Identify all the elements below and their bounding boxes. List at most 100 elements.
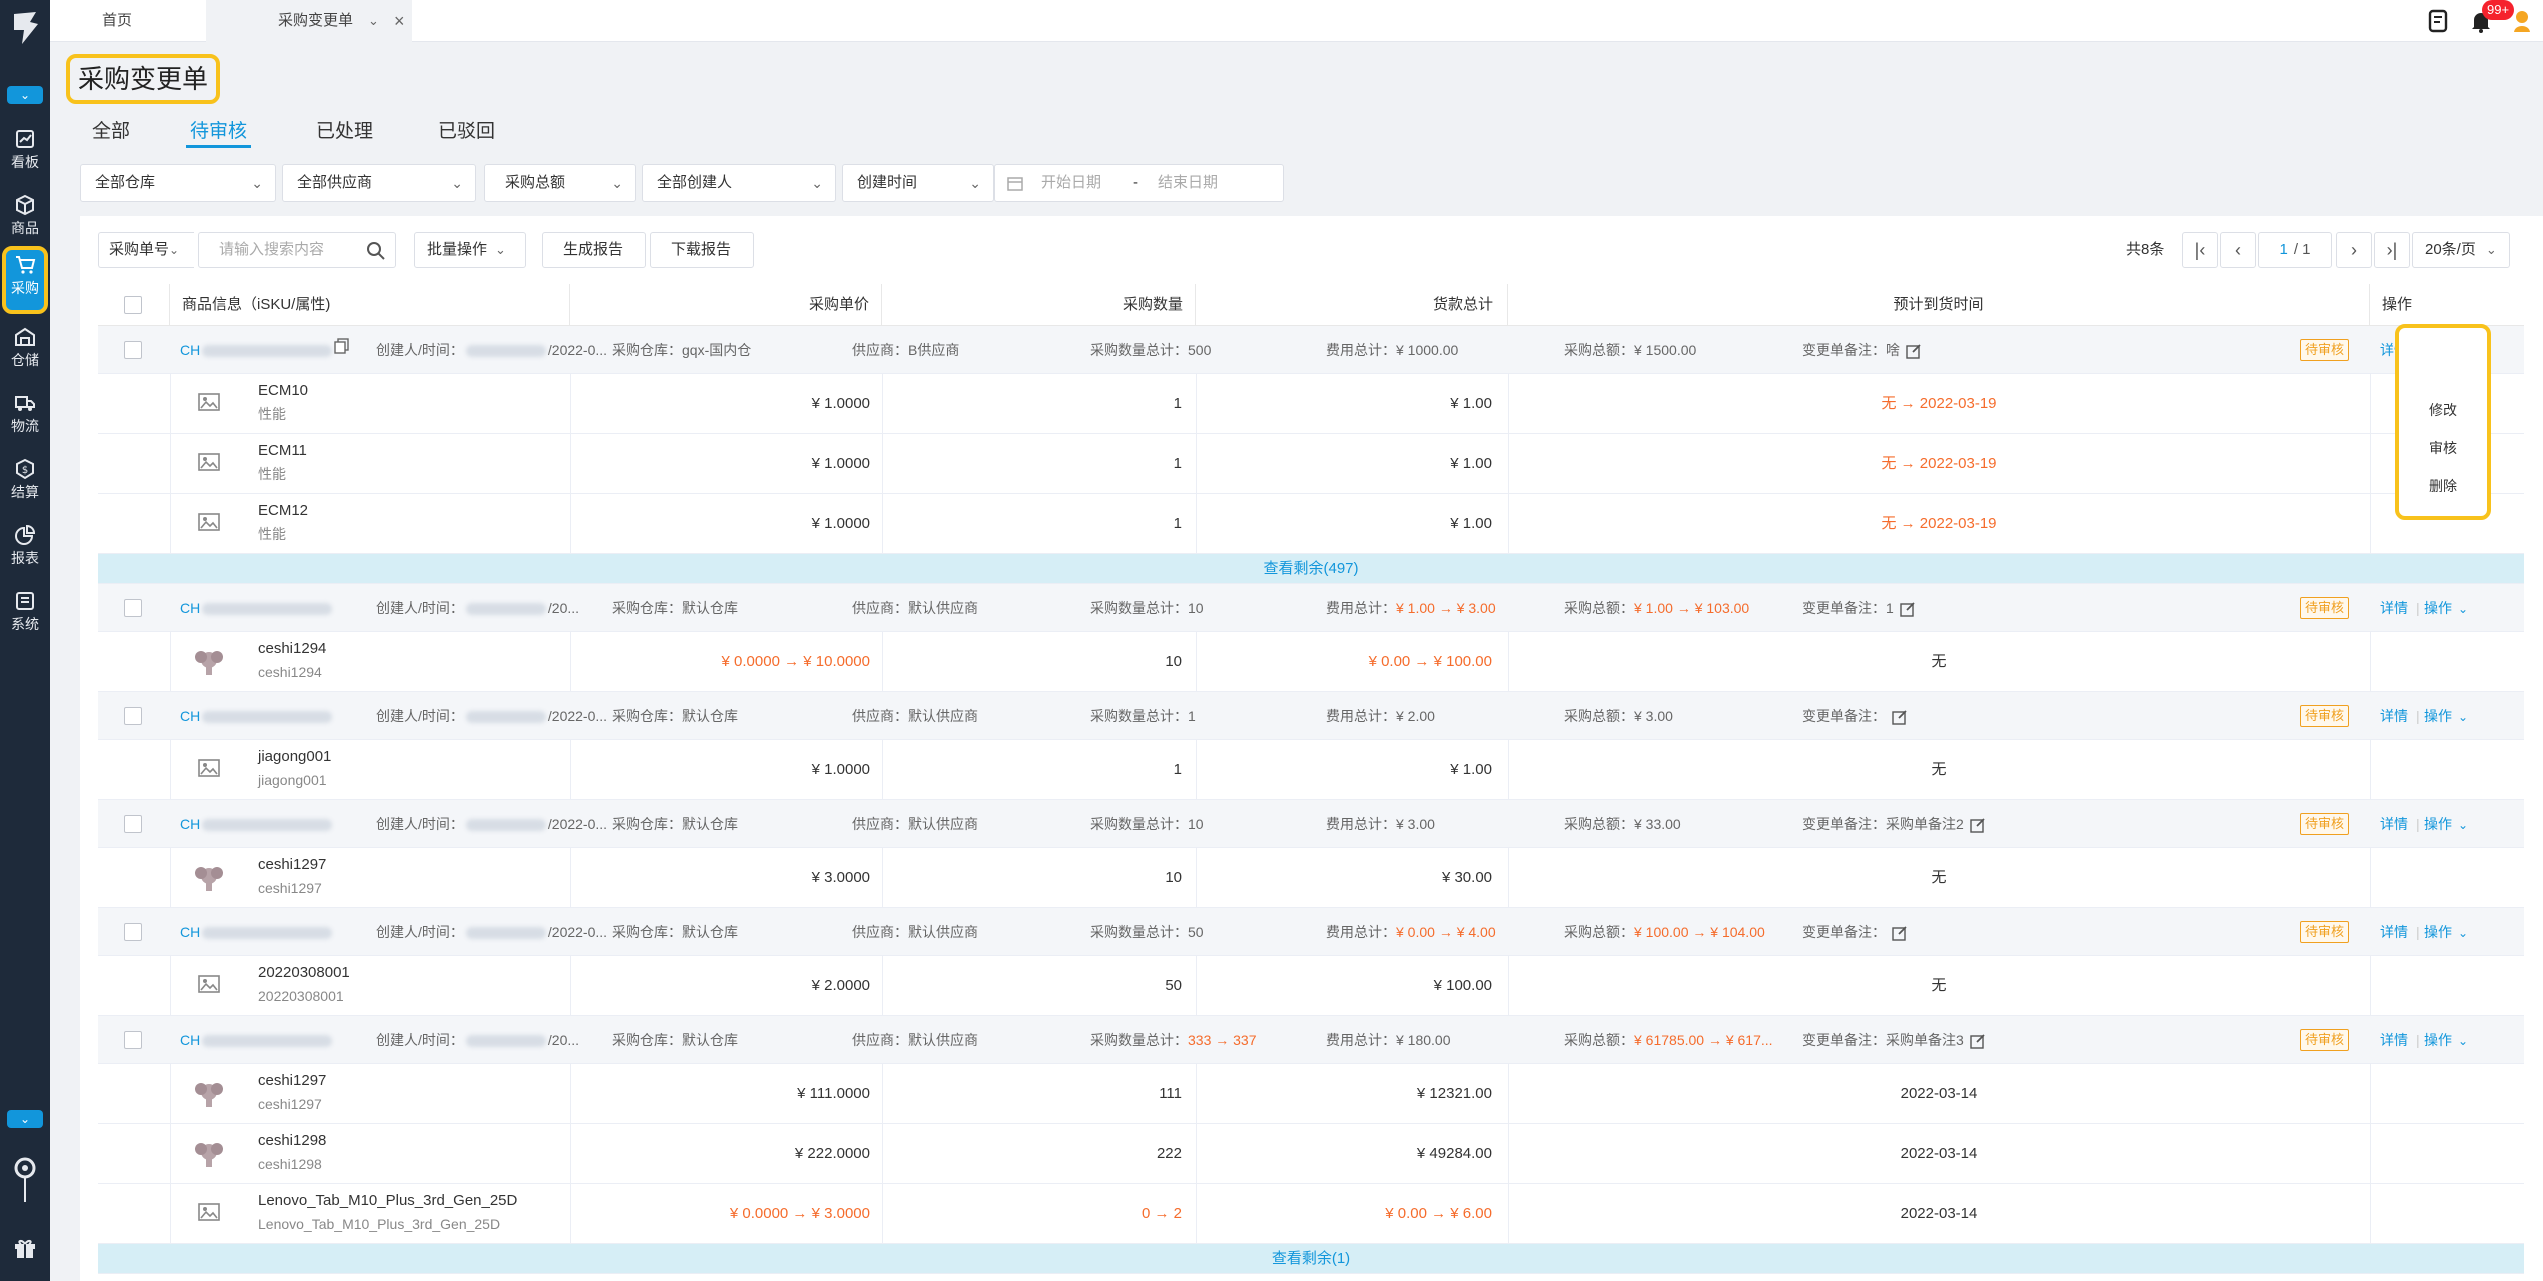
avatar[interactable] bbox=[2511, 8, 2533, 34]
warehouse-filter[interactable]: 全部仓库 ⌄ bbox=[80, 164, 276, 202]
row-checkbox[interactable] bbox=[124, 599, 142, 617]
sidebar-item-purchase[interactable]: 采购 bbox=[2, 246, 48, 314]
prev-page-button[interactable]: ‹ bbox=[2220, 232, 2256, 268]
search-type-select[interactable]: 采购单号⌄ bbox=[98, 232, 194, 268]
amount-total-info: 采购总额：¥ 3.00 bbox=[1564, 692, 1673, 740]
quantity: 222 bbox=[1156, 1145, 1182, 1162]
chevron-down-icon: ⌄ bbox=[251, 175, 263, 191]
supplier-filter[interactable]: 全部供应商 ⌄ bbox=[282, 164, 476, 202]
sidebar-item-dashboard[interactable]: 看板 bbox=[0, 120, 50, 180]
menu-item-edit[interactable]: 修改 bbox=[2429, 402, 2457, 418]
order-number-link[interactable]: CH bbox=[180, 800, 333, 848]
sidebar-item-system[interactable]: 系统 bbox=[0, 582, 50, 642]
row-checkbox[interactable] bbox=[124, 1031, 142, 1049]
warehouse-info: 采购仓库：默认仓库 bbox=[612, 692, 738, 740]
first-page-button[interactable]: |‹ bbox=[2182, 232, 2218, 268]
chevron-down-icon[interactable]: ⌄ bbox=[368, 13, 379, 28]
sidebar-item-settlement[interactable]: $ 结算 bbox=[0, 450, 50, 510]
collapse-bottom-button[interactable]: ⌄ bbox=[7, 1110, 43, 1128]
edit-icon[interactable] bbox=[1906, 343, 1922, 359]
select-all-checkbox[interactable] bbox=[124, 296, 142, 314]
next-page-button[interactable]: › bbox=[2336, 232, 2372, 268]
order-number-link[interactable]: CH bbox=[180, 908, 333, 956]
page-input[interactable]: 1 / 1 bbox=[2258, 232, 2332, 268]
gift-icon[interactable] bbox=[13, 1236, 37, 1260]
supplier-info: 供应商：默认供应商 bbox=[852, 908, 978, 956]
order-number-link[interactable]: CH bbox=[180, 692, 333, 740]
operate-dropdown-button[interactable]: 操作 ⌄ bbox=[2424, 692, 2468, 741]
creator-filter[interactable]: 全部创建人 ⌄ bbox=[642, 164, 836, 202]
tab-all[interactable]: 全部 bbox=[92, 121, 131, 142]
fee-total-label: 费用总计： bbox=[1326, 342, 1396, 358]
estimated-arrival: 无 → 2022-03-19 bbox=[1881, 455, 1997, 472]
last-page-button[interactable]: ›| bbox=[2374, 232, 2410, 268]
view-remaining-link[interactable]: 查看剩余(1) bbox=[98, 1244, 2524, 1274]
unit-price: ¥ 1.0000 bbox=[811, 515, 870, 532]
edit-icon[interactable] bbox=[1892, 709, 1908, 725]
copy-icon[interactable] bbox=[334, 338, 350, 354]
truck-icon bbox=[15, 396, 35, 411]
operate-dropdown-button[interactable]: 操作 ⌄ bbox=[2424, 800, 2468, 849]
detail-link[interactable]: 详情 bbox=[2380, 1032, 2408, 1048]
amount-total-info: 采购总额：¥ 100.00 → ¥ 104.00 bbox=[1564, 908, 1765, 956]
unit-price: ¥ 0.0000 → ¥ 3.0000 bbox=[729, 1205, 870, 1222]
operate-dropdown-button[interactable]: 操作 ⌄ bbox=[2424, 908, 2468, 957]
edit-icon[interactable] bbox=[1970, 817, 1986, 833]
notes-icon[interactable] bbox=[2425, 8, 2451, 34]
detail-link[interactable]: 详情 bbox=[2380, 816, 2408, 832]
edit-icon[interactable] bbox=[1892, 925, 1908, 941]
download-report-button[interactable]: 下载报告 bbox=[650, 232, 754, 268]
row-checkbox[interactable] bbox=[124, 815, 142, 833]
operate-dropdown-button[interactable]: 操作 ⌄ bbox=[2424, 584, 2468, 633]
row-checkbox[interactable] bbox=[124, 341, 142, 359]
row-checkbox[interactable] bbox=[124, 707, 142, 725]
order-number-link[interactable]: CH bbox=[180, 1016, 333, 1064]
start-date-input[interactable]: 开始日期 bbox=[1041, 174, 1102, 191]
tab-rejected[interactable]: 已驳回 bbox=[438, 121, 496, 142]
detail-link[interactable]: 详情 bbox=[2380, 924, 2408, 940]
sidebar-item-reports[interactable]: 报表 bbox=[0, 516, 50, 576]
tab-home[interactable]: 首页 bbox=[50, 0, 206, 42]
fee-total-info: 费用总计：¥ 1000.00 bbox=[1326, 326, 1458, 374]
batch-operation-button[interactable]: 批量操作 ⌄ bbox=[414, 232, 526, 268]
warehouse-value: 默认仓库 bbox=[682, 708, 738, 724]
order-number-link[interactable]: CH bbox=[180, 326, 333, 374]
edit-icon[interactable] bbox=[1970, 1033, 1986, 1049]
menu-item-delete[interactable]: 删除 bbox=[2429, 478, 2457, 494]
sidebar-item-logistics[interactable]: 物流 bbox=[0, 384, 50, 444]
detail-link[interactable]: 详情 bbox=[2380, 708, 2408, 724]
generate-report-button[interactable]: 生成报告 bbox=[542, 232, 646, 268]
tab-pending[interactable]: 待审核 bbox=[186, 116, 252, 148]
edit-icon[interactable] bbox=[1900, 601, 1916, 617]
fee-total-value: ¥ 3.00 bbox=[1396, 816, 1435, 832]
detail-link[interactable]: 详情 bbox=[2380, 600, 2408, 616]
sidebar-item-products[interactable]: 商品 bbox=[0, 186, 50, 246]
tab-processed[interactable]: 已处理 bbox=[316, 121, 374, 142]
end-date-input[interactable]: 结束日期 bbox=[1158, 174, 1219, 191]
search-input[interactable]: 请输入搜索内容 bbox=[198, 232, 396, 268]
close-icon[interactable]: × bbox=[394, 11, 405, 31]
page-size-select[interactable]: 20条/页 ⌄ bbox=[2412, 232, 2510, 268]
date-range-picker[interactable]: 开始日期 - 结束日期 bbox=[994, 164, 1284, 202]
quantity: 10 bbox=[1165, 653, 1182, 670]
sidebar-item-warehouse[interactable]: 仓储 bbox=[0, 318, 50, 378]
goods-total: ¥ 1.00 bbox=[1450, 455, 1492, 472]
operate-dropdown-button[interactable]: 操作 ⌄ bbox=[2424, 1016, 2468, 1065]
time-type-filter[interactable]: 创建时间 ⌄ bbox=[842, 164, 994, 202]
menu-item-review[interactable]: 审核 bbox=[2429, 440, 2457, 456]
total-filter[interactable]: 采购总额 ⌄ bbox=[484, 164, 636, 202]
tab-purchase-change[interactable]: 采购变更单 ⌄ × bbox=[206, 0, 412, 42]
supplier-value: 默认供应商 bbox=[908, 924, 978, 940]
row-checkbox[interactable] bbox=[124, 923, 142, 941]
time-type-label: 创建时间 bbox=[857, 174, 918, 191]
header-product: 商品信息（iSKU/属性) bbox=[170, 284, 570, 326]
order-number-link[interactable]: CH bbox=[180, 584, 333, 632]
amount-total-value: ¥ 1.00 → ¥ 103.00 bbox=[1634, 600, 1750, 616]
view-remaining-link[interactable]: 查看剩余(497) bbox=[98, 554, 2524, 584]
pin-icon[interactable] bbox=[12, 1156, 38, 1204]
product-name: jiagong001 bbox=[258, 748, 332, 765]
quantity: 10 bbox=[1165, 869, 1182, 886]
search-icon[interactable] bbox=[366, 241, 386, 261]
header-quantity: 采购数量 bbox=[882, 284, 1196, 326]
collapse-top-button[interactable]: ⌄ bbox=[7, 86, 43, 104]
